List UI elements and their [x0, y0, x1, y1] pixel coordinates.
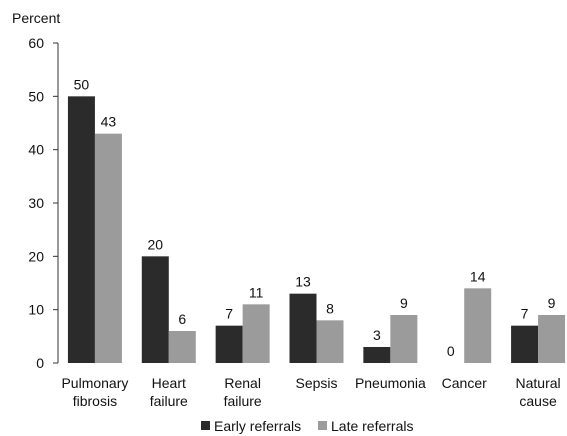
bar: [390, 315, 418, 363]
value-label: 20: [147, 236, 163, 252]
bar: [511, 325, 539, 363]
value-label: 14: [470, 268, 486, 284]
value-label: 11: [249, 284, 264, 300]
y-tick-label: 10: [28, 302, 44, 318]
x-tick-label: Pulmonary fibrosis: [61, 375, 128, 409]
y-tick-label: 60: [28, 35, 44, 51]
y-tick-label: 20: [28, 248, 44, 264]
bar: [67, 96, 95, 363]
value-label: 9: [548, 295, 556, 311]
bar: [94, 133, 122, 363]
value-label: 3: [373, 327, 381, 343]
x-tick-label: Heart failure: [150, 375, 188, 409]
legend-label: Early referrals: [214, 418, 301, 434]
bar: [316, 320, 344, 363]
legend-swatch: [318, 421, 327, 430]
value-label: 8: [326, 300, 334, 316]
bar: [538, 315, 566, 363]
value-label: 6: [178, 311, 186, 327]
x-tick-label: Renal failure: [224, 375, 262, 409]
bar: [215, 325, 243, 363]
bar: [168, 331, 196, 363]
y-axis-label: Percent: [12, 10, 60, 26]
legend-label: Late referrals: [331, 418, 413, 434]
x-tick-label: Cancer: [442, 375, 487, 391]
value-label: 50: [74, 76, 90, 92]
y-tick-label: 40: [28, 142, 44, 158]
bar: [363, 347, 391, 363]
value-label: 0: [447, 343, 455, 359]
x-tick-label: Sepsis: [295, 375, 337, 391]
bar: [141, 256, 169, 363]
y-tick-label: 50: [28, 88, 44, 104]
legend-swatch: [201, 421, 210, 430]
value-label: 43: [101, 114, 117, 130]
x-tick-label: Natural cause: [516, 375, 561, 409]
y-tick-label: 0: [36, 355, 44, 371]
bar: [242, 304, 270, 363]
y-tick-label: 30: [28, 195, 44, 211]
bar: [464, 288, 492, 363]
x-tick-label: Pneumonia: [355, 375, 426, 391]
bar: [289, 293, 317, 363]
value-label: 9: [400, 295, 408, 311]
value-label: 7: [521, 306, 529, 322]
value-label: 13: [295, 274, 311, 290]
value-label: 7: [225, 306, 233, 322]
